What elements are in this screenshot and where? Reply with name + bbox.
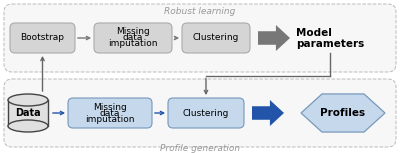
Ellipse shape bbox=[8, 94, 48, 106]
Text: Robust learning: Robust learning bbox=[164, 7, 236, 16]
Polygon shape bbox=[258, 25, 290, 51]
Text: imputation: imputation bbox=[108, 39, 158, 49]
Text: parameters: parameters bbox=[296, 39, 364, 49]
Polygon shape bbox=[8, 100, 48, 126]
Text: Data: Data bbox=[15, 108, 41, 118]
Polygon shape bbox=[301, 94, 385, 132]
Text: Profile generation: Profile generation bbox=[160, 144, 240, 153]
Text: Clustering: Clustering bbox=[183, 108, 229, 118]
Text: Clustering: Clustering bbox=[193, 34, 239, 43]
FancyBboxPatch shape bbox=[4, 4, 396, 72]
Text: Model: Model bbox=[296, 28, 332, 38]
Text: Bootstrap: Bootstrap bbox=[20, 34, 64, 43]
FancyBboxPatch shape bbox=[182, 23, 250, 53]
FancyBboxPatch shape bbox=[10, 23, 75, 53]
Text: Missing: Missing bbox=[116, 28, 150, 37]
Text: Profiles: Profiles bbox=[320, 108, 366, 118]
Text: data: data bbox=[123, 34, 143, 43]
Ellipse shape bbox=[8, 120, 48, 132]
FancyBboxPatch shape bbox=[94, 23, 172, 53]
FancyBboxPatch shape bbox=[68, 98, 152, 128]
Text: Missing: Missing bbox=[93, 103, 127, 112]
FancyBboxPatch shape bbox=[168, 98, 244, 128]
Text: data: data bbox=[100, 108, 120, 118]
FancyBboxPatch shape bbox=[4, 79, 396, 147]
Text: imputation: imputation bbox=[85, 114, 135, 123]
Polygon shape bbox=[252, 100, 284, 126]
